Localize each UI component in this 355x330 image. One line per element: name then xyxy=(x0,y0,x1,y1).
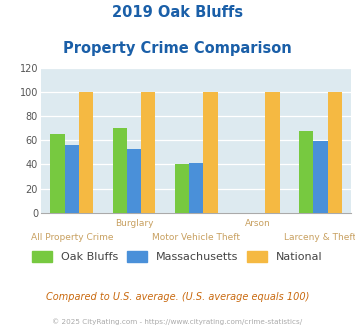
Bar xyxy=(299,131,313,213)
Bar xyxy=(313,142,328,213)
Bar xyxy=(203,92,218,213)
Text: All Property Crime: All Property Crime xyxy=(31,233,113,242)
Bar xyxy=(65,145,79,213)
Text: Arson: Arson xyxy=(245,219,271,228)
Bar xyxy=(113,128,127,213)
Text: Larceny & Theft: Larceny & Theft xyxy=(284,233,355,242)
Text: © 2025 CityRating.com - https://www.cityrating.com/crime-statistics/: © 2025 CityRating.com - https://www.city… xyxy=(53,318,302,325)
Bar xyxy=(189,163,203,213)
Text: Burglary: Burglary xyxy=(115,219,153,228)
Text: Property Crime Comparison: Property Crime Comparison xyxy=(63,41,292,56)
Bar xyxy=(79,92,93,213)
Text: Compared to U.S. average. (U.S. average equals 100): Compared to U.S. average. (U.S. average … xyxy=(46,292,309,302)
Bar xyxy=(127,149,141,213)
Legend: Oak Bluffs, Massachusetts, National: Oak Bluffs, Massachusetts, National xyxy=(28,247,327,267)
Text: 2019 Oak Bluffs: 2019 Oak Bluffs xyxy=(112,5,243,20)
Bar xyxy=(141,92,155,213)
Text: Motor Vehicle Theft: Motor Vehicle Theft xyxy=(152,233,240,242)
Bar xyxy=(50,134,65,213)
Bar xyxy=(328,92,342,213)
Bar xyxy=(175,164,189,213)
Bar xyxy=(266,92,280,213)
